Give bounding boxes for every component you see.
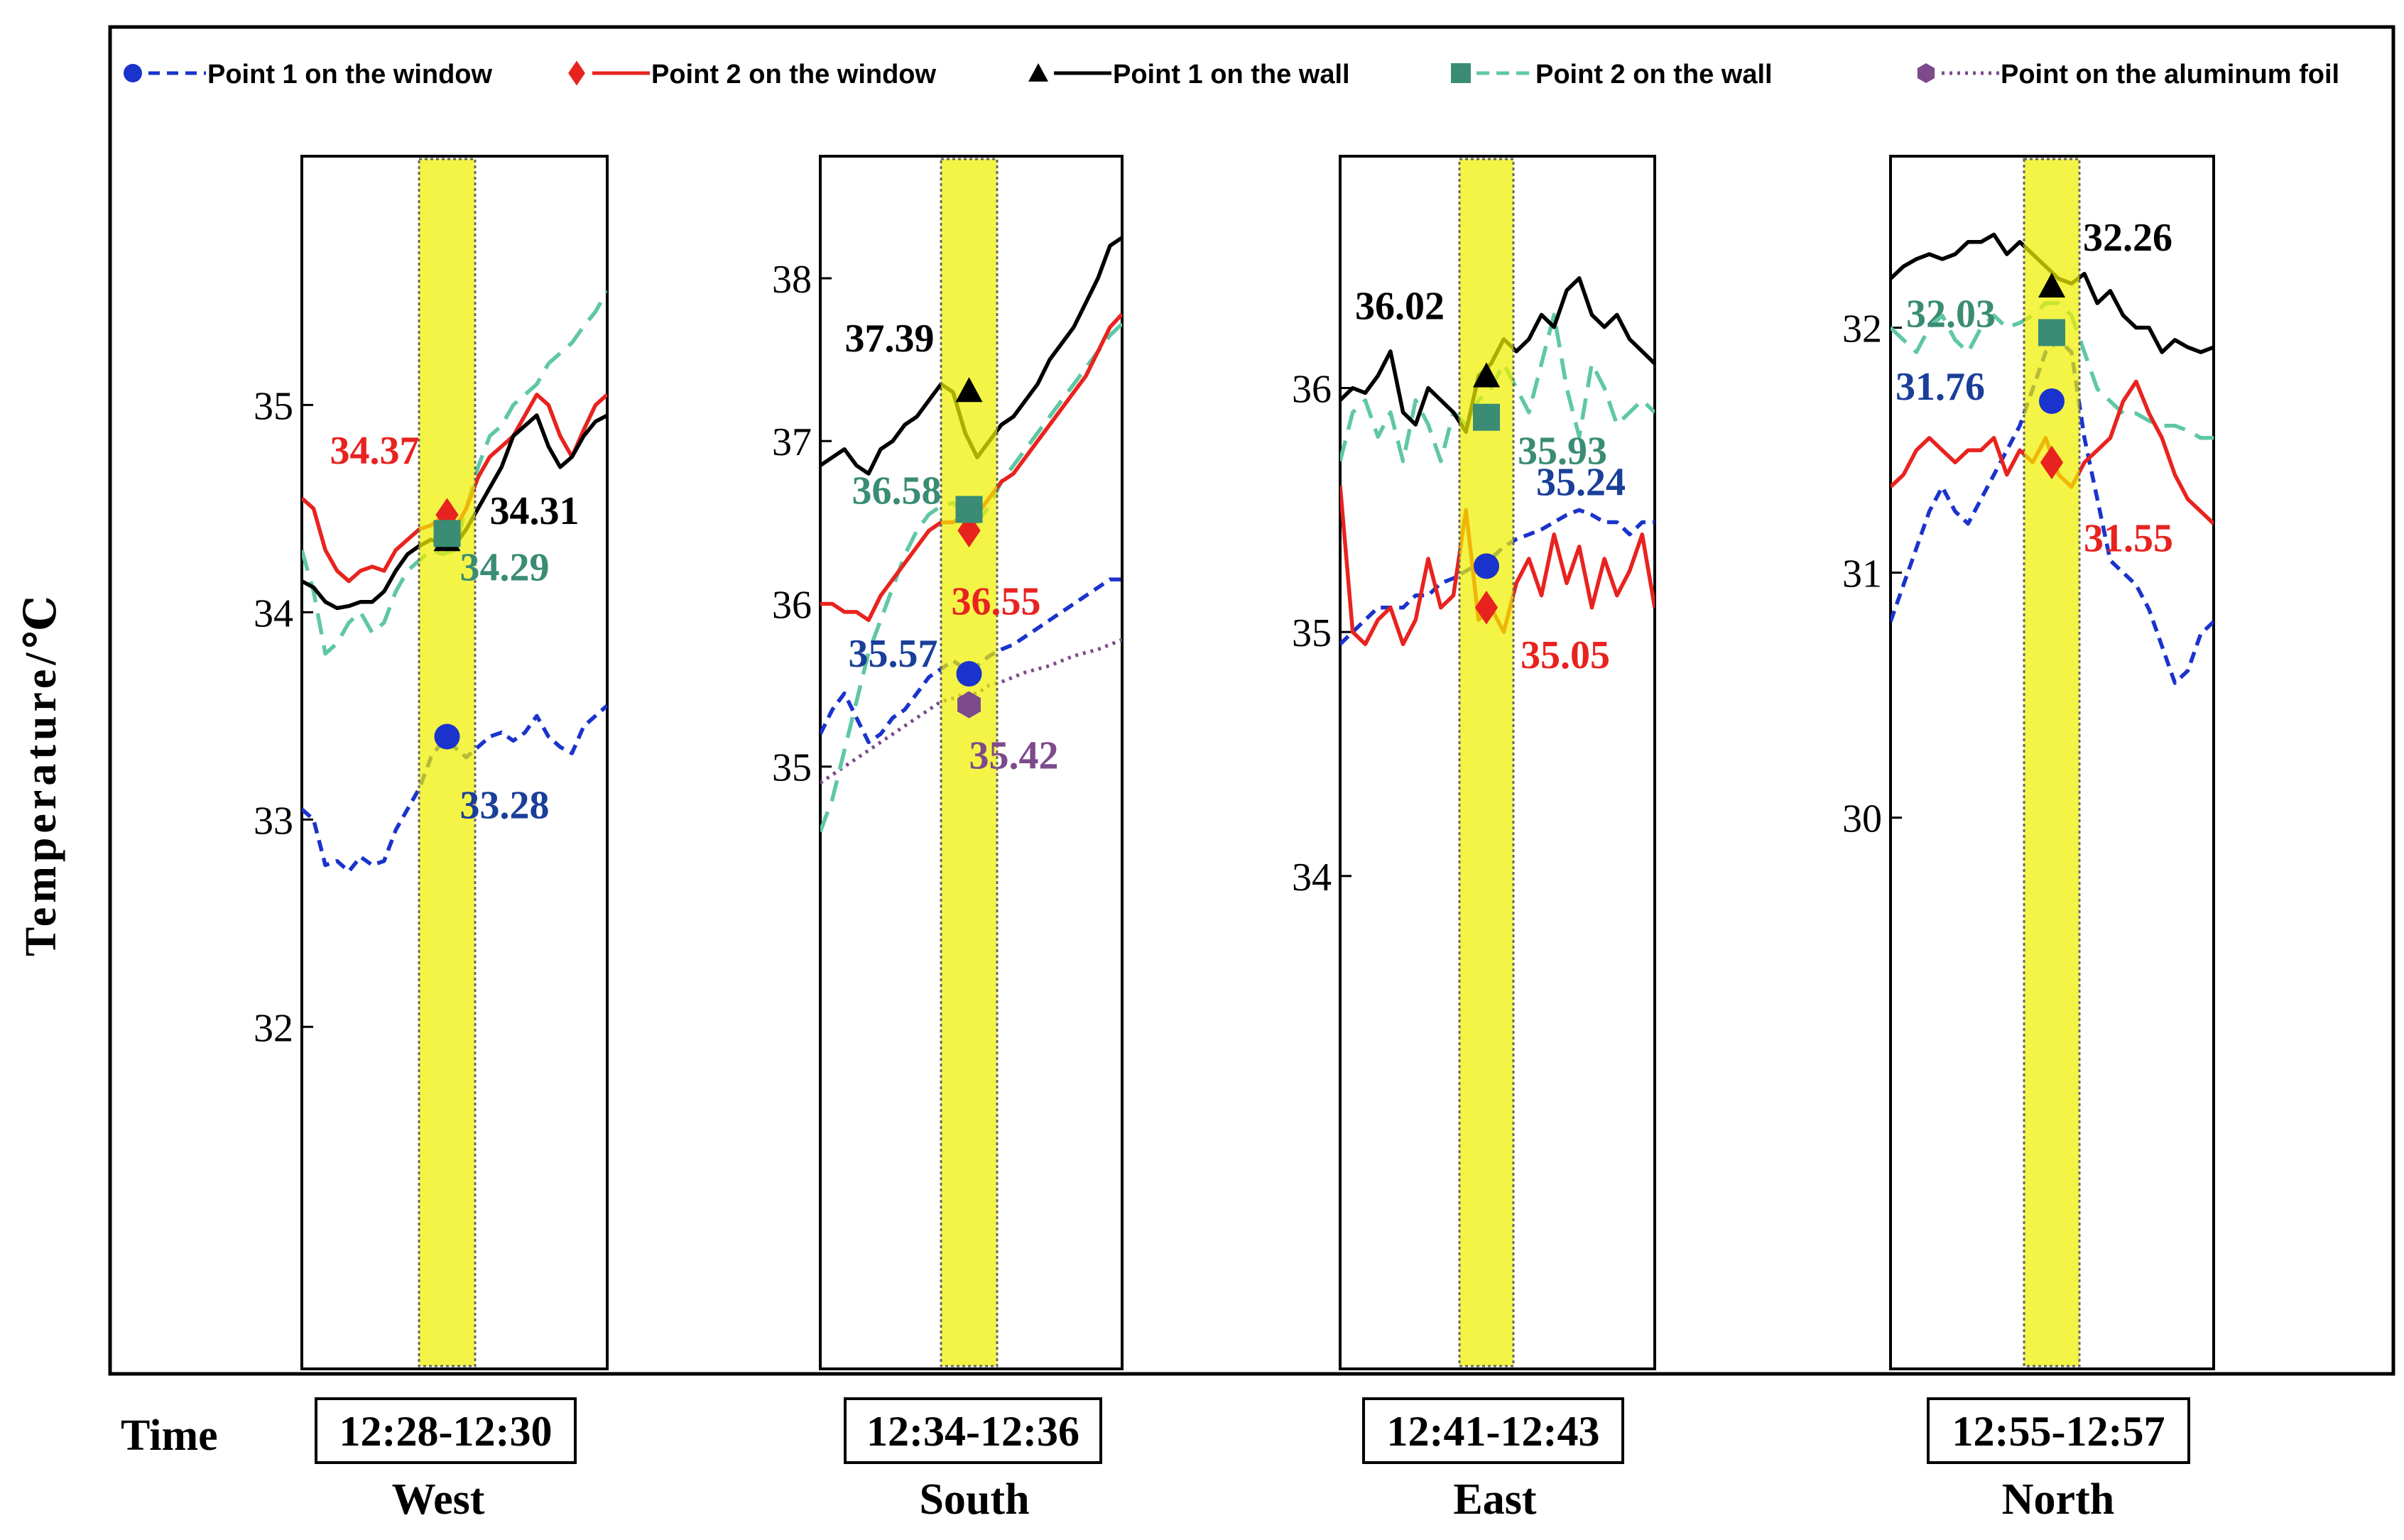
highlight-band xyxy=(2023,158,2081,1367)
legend-marker-foil xyxy=(1917,63,1935,83)
legend-label-window2: Point 2 on the window xyxy=(651,60,937,89)
value-label-window1: 33.28 xyxy=(460,784,550,828)
panel-south: 35 36 37 38 37.39 36.58 36.55 35.57 35.42 12:34-1… xyxy=(772,155,1124,1524)
legend-marker-wall2 xyxy=(1451,63,1471,83)
time-label: 12:28-12:30 xyxy=(339,1408,553,1455)
y-tick-label: 33 xyxy=(254,799,293,843)
legend-label-wall1: Point 1 on the wall xyxy=(1113,60,1350,89)
y-tick-label: 36 xyxy=(772,583,812,627)
value-label-window2: 35.05 xyxy=(1521,633,1610,677)
value-label-wall1: 32.26 xyxy=(2083,216,2172,260)
y-tick-label: 34 xyxy=(254,591,293,635)
y-tick-label: 30 xyxy=(1842,797,1882,841)
legend-marker-window1 xyxy=(124,64,142,82)
time-label: Time xyxy=(121,1411,218,1460)
marker-window1 xyxy=(1474,553,1499,579)
marker-wall2 xyxy=(955,496,983,523)
direction-label: South xyxy=(919,1475,1029,1524)
legend-label-foil: Point on the aluminum foil xyxy=(2001,60,2339,89)
marker-wall1 xyxy=(2038,272,2065,298)
marker-window2 xyxy=(2040,445,2064,480)
value-label-window1: 31.76 xyxy=(1896,365,1985,409)
legend-label-wall2: Point 2 on the wall xyxy=(1535,60,1773,89)
time-label: 12:41-12:43 xyxy=(1387,1408,1600,1455)
value-label-wall2: 32.03 xyxy=(1906,292,1996,336)
series-line-wall2 xyxy=(820,322,1122,833)
direction-label: West xyxy=(392,1475,485,1524)
value-label-window2: 36.55 xyxy=(952,579,1041,623)
value-label-window2: 34.37 xyxy=(330,429,420,473)
y-tick-label: 38 xyxy=(772,258,812,302)
y-tick-label: 32 xyxy=(1842,307,1882,351)
value-label-wall2: 36.58 xyxy=(852,469,942,513)
value-label-wall1: 34.31 xyxy=(490,489,580,533)
y-tick-label: 34 xyxy=(1292,856,1332,900)
legend-item-wall1: Point 1 on the wall xyxy=(1028,60,1350,89)
direction-label: East xyxy=(1453,1475,1536,1524)
chart-outer-frame xyxy=(108,25,2395,1376)
marker-wall1 xyxy=(1473,362,1500,388)
legend-marker-window2 xyxy=(568,60,585,86)
time-label: 12:34-12:36 xyxy=(866,1408,1079,1455)
highlight-band xyxy=(1458,158,1515,1367)
highlight-band xyxy=(940,158,999,1367)
legend-label-window1: Point 1 on the window xyxy=(207,60,493,89)
time-label: 12:55-12:57 xyxy=(1952,1408,2165,1455)
marker-foil xyxy=(957,691,981,719)
marker-wall1 xyxy=(955,377,983,403)
marker-wall2 xyxy=(433,520,461,547)
marker-window1 xyxy=(956,661,982,687)
y-tick-label: 35 xyxy=(254,384,293,428)
legend-marker-wall1 xyxy=(1028,63,1048,82)
legend-item-foil: Point on the aluminum foil xyxy=(1917,60,2339,89)
panel-west: 32 33 34 35 34.37 34.31 34.29 33.28 12:28-12:30 W… xyxy=(254,155,609,1524)
panels: 32 33 34 35 34.37 34.31 34.29 33.28 12:28-12:30 W… xyxy=(254,155,2215,1524)
time-box xyxy=(315,1397,577,1464)
marker-window1 xyxy=(434,723,460,750)
y-tick-label: 35 xyxy=(772,746,812,790)
value-label-window2: 31.55 xyxy=(2084,516,2173,560)
value-label-foil: 35.42 xyxy=(969,734,1059,778)
y-tick-label: 36 xyxy=(1292,367,1332,411)
marker-window1 xyxy=(2039,388,2065,415)
panel-north: 30 31 32 32.26 32.03 31.76 31.55 12:55-12:57 Nor… xyxy=(1842,155,2215,1524)
value-label-wall2: 34.29 xyxy=(460,545,550,589)
y-tick-label: 32 xyxy=(254,1006,293,1050)
time-box xyxy=(844,1397,1102,1464)
legend-item-window1: Point 1 on the window xyxy=(124,60,493,89)
legend-item-wall2: Point 2 on the wall xyxy=(1451,60,1773,89)
time-box xyxy=(1362,1397,1624,1464)
value-label-window1: 35.57 xyxy=(849,632,938,676)
y-axis-label: Temperature/℃ xyxy=(17,591,65,956)
value-label-wall1: 36.02 xyxy=(1355,284,1445,328)
marker-wall2 xyxy=(2038,319,2065,346)
y-tick-label: 31 xyxy=(1842,552,1882,596)
direction-label: North xyxy=(2002,1475,2114,1524)
value-label-window1: 35.24 xyxy=(1536,460,1626,504)
time-box xyxy=(1927,1397,2190,1464)
marker-window2 xyxy=(1474,591,1499,625)
legend: Point 1 on the window Point 2 on the wind… xyxy=(124,60,2339,89)
y-tick-label: 35 xyxy=(1292,611,1332,655)
value-label-wall1: 37.39 xyxy=(845,317,935,361)
value-label-wall2: 35.93 xyxy=(1518,430,1607,474)
legend-item-window2: Point 2 on the window xyxy=(568,60,937,89)
highlight-band xyxy=(418,158,477,1367)
marker-wall2 xyxy=(1473,403,1500,431)
y-tick-label: 37 xyxy=(772,420,812,464)
